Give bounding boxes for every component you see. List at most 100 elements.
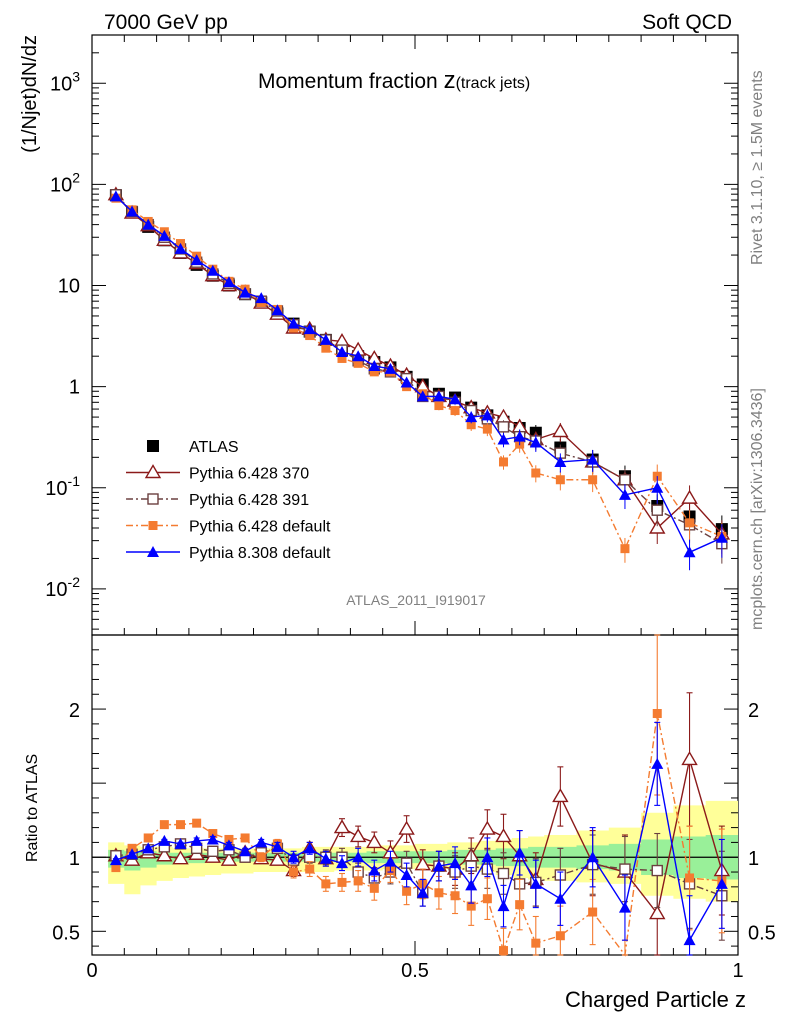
main-point xyxy=(683,546,696,558)
ratio-point xyxy=(207,845,219,857)
ratio-y-tick-label-right: 1 xyxy=(748,848,759,870)
main-point xyxy=(432,390,445,402)
y-tick-label: 103 xyxy=(50,68,80,95)
ratio-point xyxy=(466,901,476,911)
ratio-y-tick-label-left: 2 xyxy=(69,700,80,722)
ratio-point xyxy=(681,751,698,766)
ratio-y-tick-label-right: 2 xyxy=(748,700,759,722)
ratio-series-layer xyxy=(107,634,731,957)
legend-entry-2: Pythia 6.428 391 xyxy=(126,492,309,509)
ratio-point xyxy=(481,851,494,863)
ratio-point xyxy=(337,877,347,887)
ratio-point xyxy=(499,946,509,956)
main-point xyxy=(158,229,171,241)
analysis-id: ATLAS_2011_I919017 xyxy=(346,592,486,608)
ratio-point xyxy=(333,819,351,834)
ratio-point xyxy=(416,886,429,898)
main-point xyxy=(287,317,300,329)
ratio-point xyxy=(618,901,631,913)
ratio-point xyxy=(255,836,268,848)
ratio-point xyxy=(352,851,365,863)
main-point xyxy=(336,346,349,358)
main-point xyxy=(651,504,663,516)
main-point xyxy=(369,367,379,377)
main-point xyxy=(685,518,695,528)
ratio-point xyxy=(269,851,286,866)
ratio-point xyxy=(482,894,492,904)
ratio-point xyxy=(552,788,569,803)
x-tick-label: 0 xyxy=(86,960,97,982)
legend-entry-1: Pythia 6.428 370 xyxy=(126,464,309,483)
main-point xyxy=(531,468,541,478)
ratio-point xyxy=(156,847,173,862)
rivet-label: Rivet 3.1.10, ≥ 1.5M events xyxy=(749,70,766,265)
ratio-point xyxy=(465,879,478,891)
main-point xyxy=(554,455,567,467)
ratio-point xyxy=(289,867,299,877)
ratio-point xyxy=(554,892,567,904)
ratio-point xyxy=(319,852,332,864)
main-point xyxy=(681,489,698,504)
ratio-point xyxy=(349,828,367,843)
main-point xyxy=(619,474,631,486)
y-axis-title-main: (1/Njet)dN/dz xyxy=(19,35,41,153)
ratio-point xyxy=(126,848,139,860)
ratio-point xyxy=(158,834,171,846)
ratio-point xyxy=(651,864,663,877)
ratio-point xyxy=(240,833,250,843)
main-point xyxy=(337,353,347,363)
main-point xyxy=(190,254,203,266)
plot-title-z: z xyxy=(444,67,456,94)
main-point xyxy=(142,218,155,230)
mcplots-label: mcplots.cern.ch [arXiv:1306.3436] xyxy=(749,388,766,630)
legend-entry-4: Pythia 8.308 default xyxy=(126,545,331,562)
main-point xyxy=(513,430,526,442)
ratio-point xyxy=(143,833,153,843)
plot-title-sub: (track jets) xyxy=(456,75,531,92)
main-series-layer xyxy=(107,186,731,571)
ratio-point xyxy=(159,820,169,830)
legend: ATLAS Pythia 6.428 370 Pythia 6.428 391 Pyt… xyxy=(126,439,331,562)
main-point xyxy=(450,406,460,416)
main-line xyxy=(115,197,723,551)
main-point xyxy=(465,411,478,423)
x-tick-label: 1 xyxy=(732,960,743,982)
main-point xyxy=(126,205,139,217)
legend-label: Pythia 8.308 default xyxy=(189,545,331,562)
main-point xyxy=(586,453,599,465)
main-series-4 xyxy=(109,190,728,571)
ratio-point xyxy=(305,864,315,874)
ratio-point xyxy=(353,876,363,886)
ratio-point xyxy=(652,709,662,719)
ratio-point xyxy=(434,888,444,898)
main-point xyxy=(305,331,315,341)
ratio-point xyxy=(109,854,122,866)
y-tick-label: 102 xyxy=(50,169,80,196)
main-point xyxy=(321,343,331,353)
main-point xyxy=(384,362,397,374)
y-tick-label: 10-2 xyxy=(45,574,80,601)
y-tick-label: 1 xyxy=(69,377,80,399)
main-point xyxy=(482,424,492,434)
ratio-point xyxy=(366,834,383,849)
ratio-point xyxy=(529,877,542,889)
main-point xyxy=(552,423,569,438)
ratio-point xyxy=(369,883,379,893)
ratio-point xyxy=(336,857,349,869)
main-point xyxy=(466,420,476,430)
main-point xyxy=(715,531,728,543)
ratio-point xyxy=(321,879,331,889)
legend-label: Pythia 6.428 370 xyxy=(189,466,309,483)
energy-label: 7000 GeV pp xyxy=(104,11,228,34)
ratio-point xyxy=(402,886,412,896)
ratio-point xyxy=(206,833,219,845)
ratio-point xyxy=(649,905,666,920)
main-point xyxy=(222,276,235,288)
main-point xyxy=(434,401,444,411)
legend-marker xyxy=(144,464,162,479)
ratio-point xyxy=(495,828,512,843)
ratio-point xyxy=(190,834,203,846)
legend-marker xyxy=(147,546,159,557)
main-point xyxy=(497,433,510,445)
